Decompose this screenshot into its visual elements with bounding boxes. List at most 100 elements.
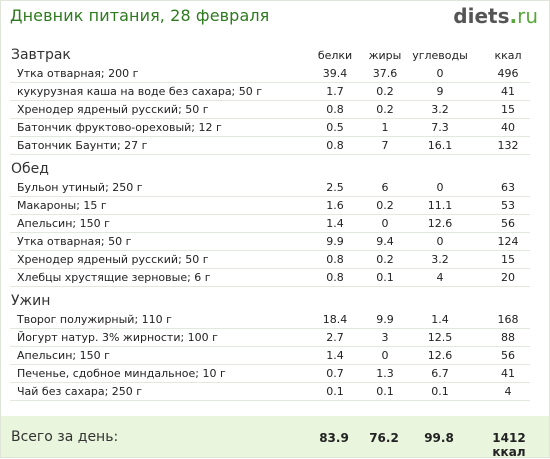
food-name: Хлебцы хрустящие зерновые; 6 г xyxy=(17,271,211,284)
food-carbs: 12.6 xyxy=(427,217,453,230)
food-name: Утка отварная; 200 г xyxy=(17,67,139,80)
food-protein: 1.6 xyxy=(326,199,344,212)
food-row: Утка отварная; 50 г 9.9 9.4 0 124 xyxy=(10,233,530,251)
column-headers: белки жиры углеводы ккал xyxy=(0,49,550,63)
food-kcal: 53 xyxy=(501,199,515,212)
food-carbs: 0 xyxy=(436,67,444,80)
food-fat: 0.2 xyxy=(376,199,394,212)
food-protein: 0.8 xyxy=(326,253,344,266)
food-fat: 0.1 xyxy=(376,385,394,398)
food-fat: 0 xyxy=(381,217,389,230)
food-name: кукурузная каша на воде без сахара; 50 г xyxy=(17,85,263,98)
food-kcal: 20 xyxy=(501,271,515,284)
food-row: Апельсин; 150 г 1.4 0 12.6 56 xyxy=(10,215,530,233)
page-title: Дневник питания, 28 февраля xyxy=(10,6,270,25)
food-row: Творог полужирный; 110 г 18.4 9.9 1.4 168 xyxy=(10,311,530,329)
food-row: кукурузная каша на воде без сахара; 50 г… xyxy=(10,83,530,101)
food-kcal: 56 xyxy=(501,217,515,230)
total-protein: 83.9 xyxy=(319,431,349,445)
food-protein: 0.7 xyxy=(326,367,344,380)
food-carbs: 11.1 xyxy=(427,199,453,212)
food-row: Хренодер ядреный русский; 50 г 0.8 0.2 3.2 1… xyxy=(10,251,530,269)
food-row: Батончик фруктово-ореховый; 12 г 0.5 1 7.3 4… xyxy=(10,119,530,137)
food-name: Хренодер ядреный русский; 50 г xyxy=(17,103,209,116)
food-name: Чай без сахара; 250 г xyxy=(17,385,143,398)
logo-text: diets xyxy=(453,4,510,28)
food-row: Утка отварная; 200 г 39.4 37.6 0 496 xyxy=(10,65,530,83)
header: Дневник питания, 28 февраля diets.ru xyxy=(10,4,540,30)
food-fat: 9.9 xyxy=(376,313,394,326)
food-kcal: 63 xyxy=(501,181,515,194)
food-kcal: 15 xyxy=(501,103,515,116)
column-kcal: ккал xyxy=(494,49,522,62)
food-kcal: 41 xyxy=(501,85,515,98)
food-row: Батончик Баунти; 27 г 0.8 7 16.1 132 xyxy=(10,137,530,155)
food-row: Хлебцы хрустящие зерновые; 6 г 0.8 0.1 4 20 xyxy=(10,269,530,287)
food-carbs: 7.3 xyxy=(431,121,449,134)
food-carbs: 4 xyxy=(436,271,444,284)
food-protein: 1.4 xyxy=(326,217,344,230)
food-carbs: 6.7 xyxy=(431,367,449,380)
food-name: Утка отварная; 50 г xyxy=(17,235,132,248)
food-fat: 3 xyxy=(381,331,389,344)
food-kcal: 56 xyxy=(501,349,515,362)
food-kcal: 88 xyxy=(501,331,515,344)
food-kcal: 15 xyxy=(501,253,515,266)
food-kcal: 168 xyxy=(497,313,519,326)
column-fat: жиры xyxy=(368,49,402,62)
section-title: Завтрак xyxy=(11,47,71,63)
food-protein: 9.9 xyxy=(326,235,344,248)
food-carbs: 16.1 xyxy=(427,139,453,152)
food-carbs: 0.1 xyxy=(431,385,449,398)
food-protein: 18.4 xyxy=(322,313,348,326)
column-protein: белки xyxy=(317,49,353,62)
food-fat: 1.3 xyxy=(376,367,394,380)
food-row: Хренодер ядреный русский; 50 г 0.8 0.2 3.2 1… xyxy=(10,101,530,119)
logo-tld: ru xyxy=(517,4,538,28)
food-row: Апельсин; 150 г 1.4 0 12.6 56 xyxy=(10,347,530,365)
food-fat: 0.2 xyxy=(376,103,394,116)
food-protein: 1.4 xyxy=(326,349,344,362)
food-name: Батончик фруктово-ореховый; 12 г xyxy=(17,121,222,134)
food-fat: 6 xyxy=(381,181,389,194)
food-carbs: 9 xyxy=(436,85,444,98)
food-protein: 0.1 xyxy=(326,385,344,398)
total-carbs: 99.8 xyxy=(424,431,454,445)
food-protein: 0.8 xyxy=(326,103,344,116)
food-fat: 0.1 xyxy=(376,271,394,284)
food-protein: 39.4 xyxy=(322,67,348,80)
food-fat: 0.2 xyxy=(376,85,394,98)
food-carbs: 0 xyxy=(436,181,444,194)
food-row: Чай без сахара; 250 г 0.1 0.1 0.1 4 xyxy=(10,383,530,401)
section-title: Обед xyxy=(11,161,49,177)
food-protein: 0.5 xyxy=(326,121,344,134)
food-protein: 2.5 xyxy=(326,181,344,194)
food-fat: 0.2 xyxy=(376,253,394,266)
totals-label: Всего за день: xyxy=(11,429,119,445)
logo-dot: . xyxy=(509,4,518,28)
section-title: Ужин xyxy=(11,293,51,309)
food-kcal: 124 xyxy=(497,235,519,248)
food-kcal: 496 xyxy=(497,67,519,80)
food-fat: 1 xyxy=(381,121,389,134)
food-kcal: 132 xyxy=(497,139,519,152)
food-name: Хренодер ядреный русский; 50 г xyxy=(17,253,209,266)
food-row: Йогурт натур. 3% жирности; 100 г 2.7 3 12.5… xyxy=(10,329,530,347)
site-logo[interactable]: diets.ru xyxy=(453,4,538,28)
total-kcal: 1412 ккал xyxy=(492,431,526,459)
food-name: Творог полужирный; 110 г xyxy=(17,313,172,326)
food-name: Бульон утиный; 250 г xyxy=(17,181,143,194)
total-fat: 76.2 xyxy=(369,431,399,445)
food-carbs: 1.4 xyxy=(431,313,449,326)
food-name: Макароны; 15 г xyxy=(17,199,107,212)
food-name: Апельсин; 150 г xyxy=(17,349,110,362)
food-protein: 1.7 xyxy=(326,85,344,98)
food-kcal: 41 xyxy=(501,367,515,380)
food-protein: 0.8 xyxy=(326,139,344,152)
food-row: Бульон утиный; 250 г 2.5 6 0 63 xyxy=(10,179,530,197)
food-kcal: 40 xyxy=(501,121,515,134)
food-name: Апельсин; 150 г xyxy=(17,217,110,230)
food-carbs: 3.2 xyxy=(431,253,449,266)
food-carbs: 12.5 xyxy=(427,331,453,344)
